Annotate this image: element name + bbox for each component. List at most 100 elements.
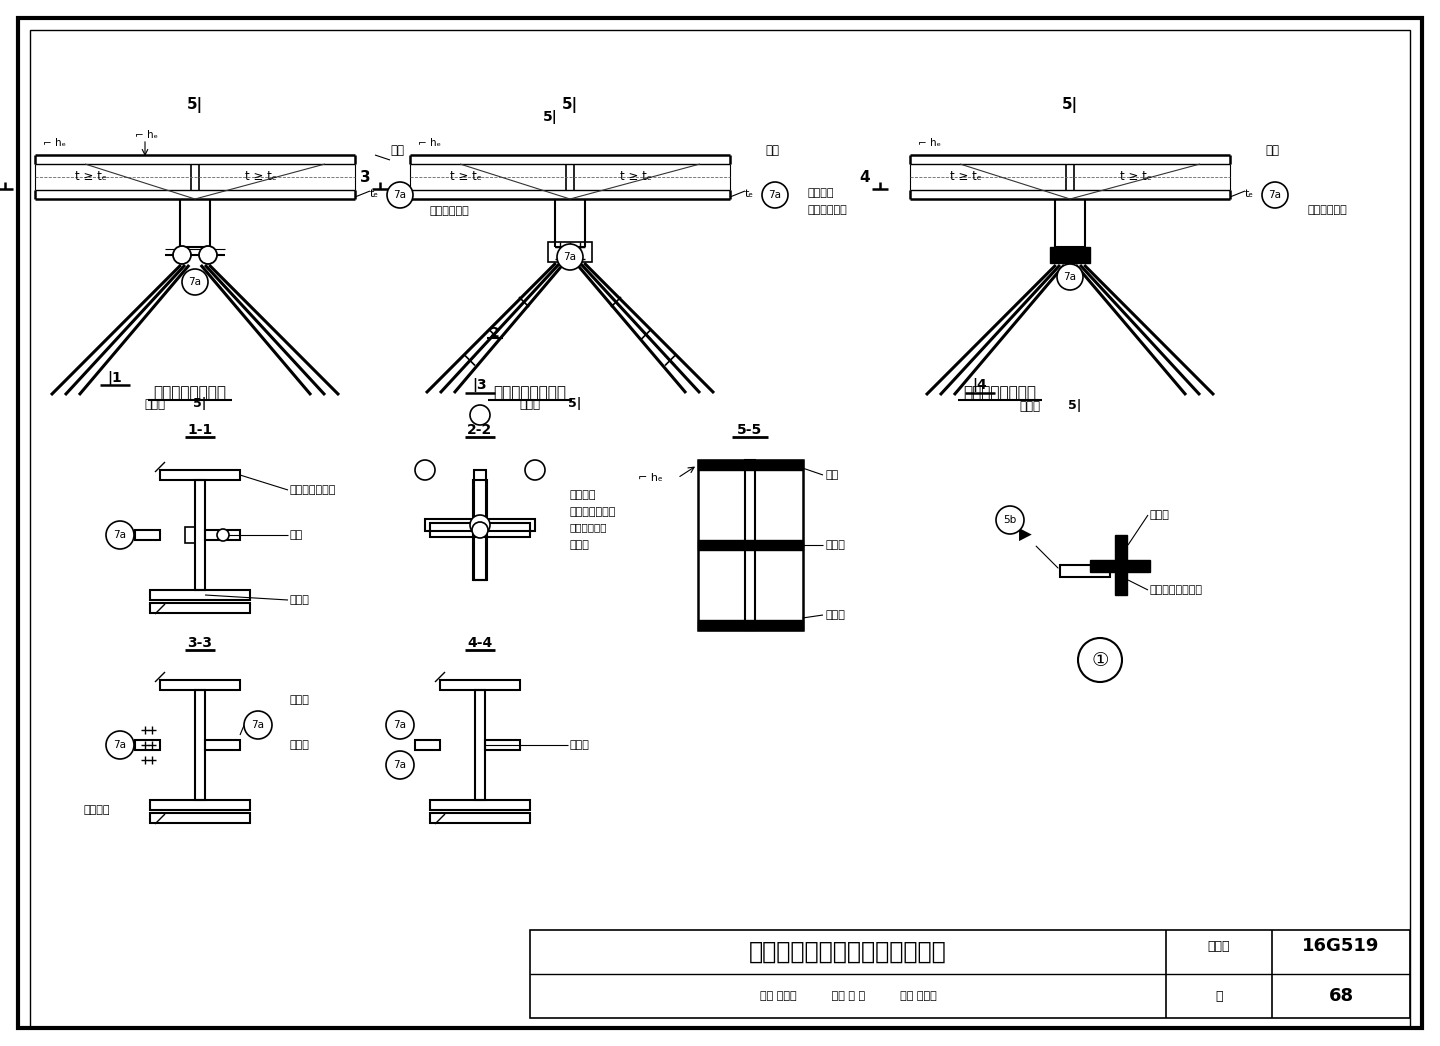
Bar xyxy=(1050,247,1090,263)
Circle shape xyxy=(469,405,490,425)
Bar xyxy=(475,690,485,800)
Bar xyxy=(697,460,802,630)
Circle shape xyxy=(199,246,217,264)
Text: 7a: 7a xyxy=(114,530,127,540)
Bar xyxy=(697,540,802,550)
Circle shape xyxy=(1079,638,1122,682)
Text: 核心单元连接段: 核心单元连接段 xyxy=(289,485,337,495)
Bar xyxy=(697,620,802,630)
Text: 7a: 7a xyxy=(114,740,127,750)
Circle shape xyxy=(386,751,415,779)
Bar xyxy=(160,680,240,690)
Text: 68: 68 xyxy=(1329,987,1354,1005)
Text: 5|: 5| xyxy=(569,396,582,409)
Circle shape xyxy=(557,244,583,270)
Circle shape xyxy=(243,711,272,740)
Text: 核心单元连接段: 核心单元连接段 xyxy=(570,507,616,517)
Text: ⌐ hₑ: ⌐ hₑ xyxy=(418,138,441,147)
Bar xyxy=(431,813,530,823)
Text: 7a: 7a xyxy=(769,190,782,200)
Circle shape xyxy=(415,460,435,480)
Text: 7a: 7a xyxy=(1269,190,1282,200)
Bar xyxy=(1060,565,1110,577)
Text: t ≥ tₑ: t ≥ tₑ xyxy=(1120,170,1152,183)
Text: 节点板: 节点板 xyxy=(570,740,590,750)
Text: 16G519: 16G519 xyxy=(1302,937,1380,955)
Text: 1-1: 1-1 xyxy=(187,423,213,437)
Bar xyxy=(431,523,530,537)
Text: 节点板: 节点板 xyxy=(825,610,845,620)
Bar xyxy=(744,460,755,630)
Text: t ≥ tₑ: t ≥ tₑ xyxy=(621,170,652,183)
Bar xyxy=(1090,560,1151,572)
Circle shape xyxy=(472,522,488,538)
Text: tₑ: tₑ xyxy=(1246,189,1254,199)
Bar xyxy=(474,470,487,579)
Circle shape xyxy=(107,731,134,759)
Text: 5|: 5| xyxy=(187,97,203,113)
Text: 7a: 7a xyxy=(252,720,265,730)
Text: 审核 郁银泉          校对 王 喆          设计 李利民: 审核 郁银泉 校对 王 喆 设计 李利民 xyxy=(760,991,936,1001)
Text: 3: 3 xyxy=(360,169,370,184)
Text: 加劲肋: 加劲肋 xyxy=(825,540,845,550)
Text: 核心单元十字头板: 核心单元十字头板 xyxy=(1151,585,1202,595)
Text: 4-4: 4-4 xyxy=(468,636,492,650)
Bar xyxy=(697,460,802,470)
Text: 节点板: 节点板 xyxy=(1151,510,1169,520)
Text: 屈曲约束支撑: 屈曲约束支撑 xyxy=(808,205,848,215)
Text: 7a: 7a xyxy=(189,277,202,287)
Text: 节点板: 节点板 xyxy=(289,740,310,750)
Bar xyxy=(194,690,204,800)
Text: 屈曲约束支撑: 屈曲约束支撑 xyxy=(431,206,469,217)
Text: 节点板: 节点板 xyxy=(144,399,166,411)
Bar xyxy=(415,740,441,750)
Text: ▶: ▶ xyxy=(1018,526,1058,568)
Text: 钢梁: 钢梁 xyxy=(765,143,779,157)
Text: 7a: 7a xyxy=(393,760,406,770)
Text: 连接板: 连接板 xyxy=(570,540,590,550)
Bar xyxy=(204,740,240,750)
Text: 7a: 7a xyxy=(393,720,406,730)
Text: 销轴型连接（二）: 销轴型连接（二） xyxy=(154,386,226,401)
Text: 图集号: 图集号 xyxy=(1208,939,1230,953)
Bar xyxy=(1115,535,1128,595)
Text: |3: |3 xyxy=(472,378,487,392)
Text: |1: |1 xyxy=(108,371,122,385)
Text: 高强螺栓: 高强螺栓 xyxy=(808,188,835,198)
Text: |4: |4 xyxy=(972,378,988,392)
Bar xyxy=(135,530,160,540)
Bar xyxy=(441,680,520,690)
Text: 销轴: 销轴 xyxy=(289,530,304,540)
Circle shape xyxy=(181,269,207,295)
Text: 5|: 5| xyxy=(193,396,207,409)
Text: t ≥ tₑ: t ≥ tₑ xyxy=(75,170,107,183)
Text: 屈曲约束支撑: 屈曲约束支撑 xyxy=(1308,205,1348,215)
Bar xyxy=(485,740,520,750)
Bar xyxy=(150,602,251,613)
Bar xyxy=(184,527,194,543)
Text: ⌐ hₑ: ⌐ hₑ xyxy=(135,130,158,140)
Text: 屈曲约束支撑的连接构造（二）: 屈曲约束支撑的连接构造（二） xyxy=(749,940,948,964)
Circle shape xyxy=(526,460,544,480)
Text: 节点板: 节点板 xyxy=(1020,401,1040,413)
Bar xyxy=(150,813,251,823)
Bar xyxy=(472,480,487,579)
Circle shape xyxy=(762,182,788,208)
Circle shape xyxy=(1261,182,1287,208)
Text: 7a: 7a xyxy=(563,252,576,262)
Text: ⌐ hₑ: ⌐ hₑ xyxy=(43,138,66,147)
Circle shape xyxy=(173,246,192,264)
Bar xyxy=(204,530,240,540)
Text: ①: ① xyxy=(1092,651,1109,669)
Text: 钢梁: 钢梁 xyxy=(825,470,838,480)
Text: 节点板: 节点板 xyxy=(289,595,310,605)
Circle shape xyxy=(996,506,1024,535)
Text: 螺栓型连接（二）: 螺栓型连接（二） xyxy=(494,386,566,401)
Bar xyxy=(549,242,592,262)
Text: 钢梁: 钢梁 xyxy=(390,143,405,157)
Bar xyxy=(431,800,530,810)
Text: 5|: 5| xyxy=(1068,399,1081,411)
Circle shape xyxy=(469,515,490,535)
Text: 页: 页 xyxy=(1215,990,1223,1002)
Text: （十字头板）: （十字头板） xyxy=(570,522,608,532)
